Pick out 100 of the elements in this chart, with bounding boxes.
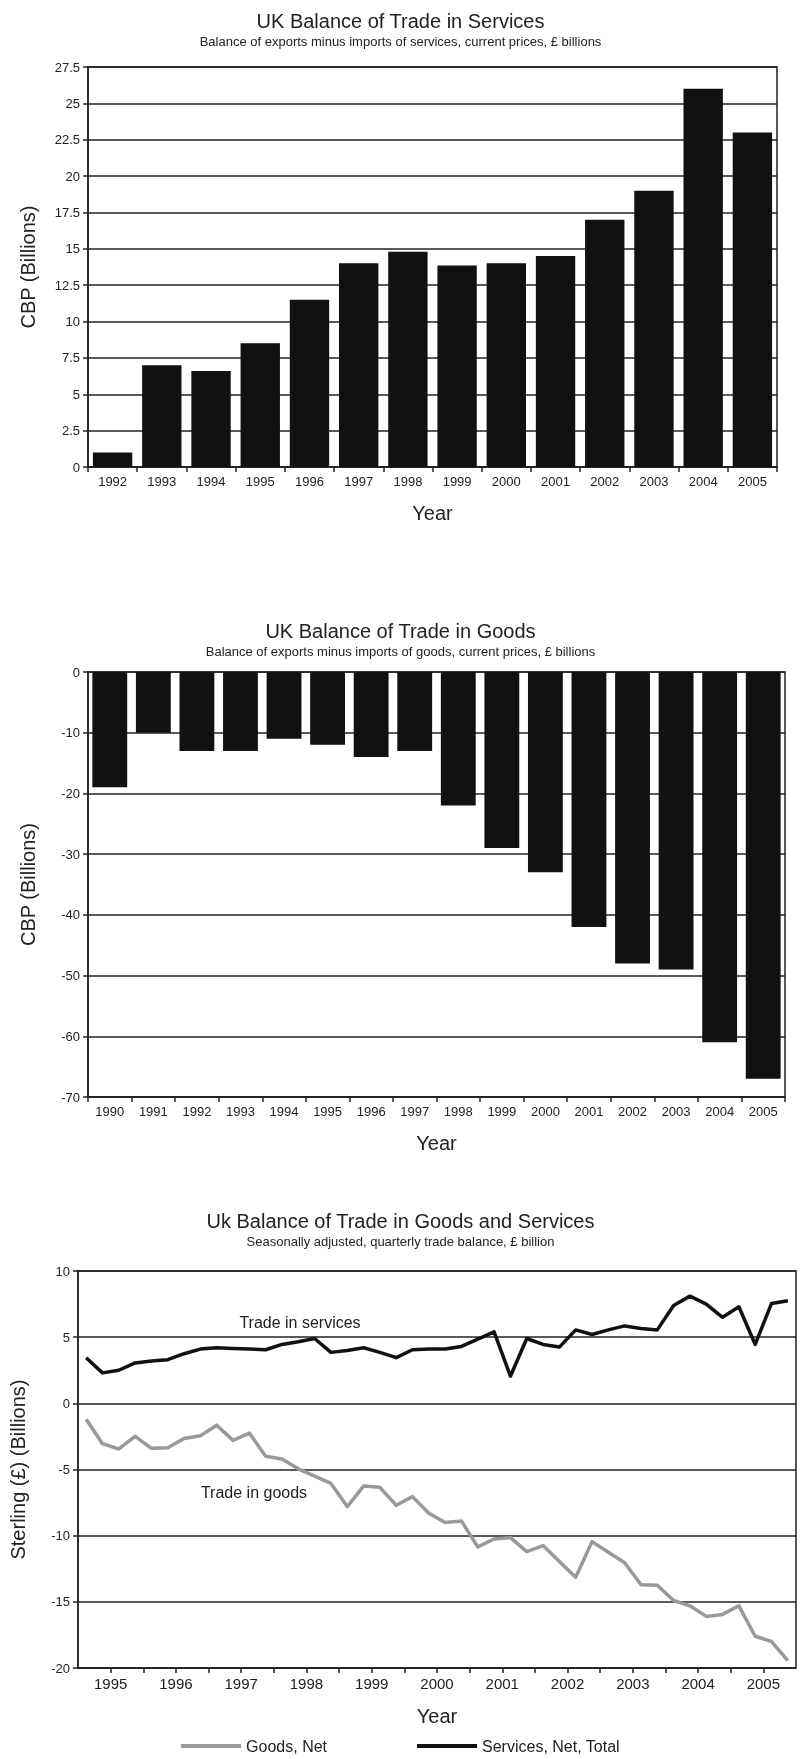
y-tick-label: 10 bbox=[55, 1263, 70, 1279]
x-tick-label: 2003 bbox=[639, 474, 669, 489]
bar bbox=[338, 263, 379, 467]
bar bbox=[535, 256, 576, 467]
chart-subtitle: Seasonally adjusted, quarterly trade balance, £ billion bbox=[246, 1234, 555, 1249]
bar bbox=[92, 452, 133, 467]
chart-title: Uk Balance of Trade in Goods and Services bbox=[206, 1210, 595, 1232]
x-tick-label: 1995 bbox=[93, 1675, 128, 1692]
x-tick-label: 1995 bbox=[313, 1104, 343, 1119]
y-tick-label: 22.5 bbox=[54, 132, 80, 148]
x-axis-title: Year bbox=[412, 502, 454, 524]
x-tick-label: 2000 bbox=[420, 1675, 454, 1692]
x-tick-label: 1992 bbox=[182, 1104, 212, 1119]
bar bbox=[240, 343, 280, 467]
chart-title: UK Balance of Trade in Goods bbox=[265, 620, 536, 642]
x-tick-label: 1999 bbox=[442, 474, 472, 489]
x-tick-label: 1997 bbox=[400, 1104, 430, 1119]
x-tick-label: 1992 bbox=[98, 474, 128, 489]
x-tick-label: 2001 bbox=[485, 1675, 519, 1692]
legend-label: Services, Net, Total bbox=[482, 1737, 620, 1755]
x-tick-label: 1998 bbox=[393, 474, 423, 489]
y-tick-label: 2.5 bbox=[61, 423, 80, 439]
x-tick-label: 2004 bbox=[681, 1675, 715, 1692]
x-axis-title: Year bbox=[416, 1132, 458, 1154]
x-tick-label: 1997 bbox=[224, 1675, 258, 1692]
bar bbox=[486, 263, 527, 467]
y-axis-title: CBP (Billions) bbox=[17, 205, 39, 329]
bar bbox=[142, 365, 182, 467]
bar bbox=[388, 251, 428, 467]
x-tick-label: 2002 bbox=[550, 1675, 585, 1692]
y-tick-label: -5 bbox=[58, 1462, 70, 1477]
chart-subtitle: Balance of exports minus imports of goods, current prices, £ billions bbox=[205, 644, 596, 659]
legend-label: Goods, Net bbox=[246, 1737, 328, 1755]
x-tick-label: 1994 bbox=[196, 474, 226, 489]
y-axis-title: Sterling (£) (Billions) bbox=[7, 1379, 29, 1560]
y-tick-label: 17.5 bbox=[54, 204, 80, 220]
y-tick-label: 25 bbox=[65, 95, 80, 111]
x-tick-label: 2004 bbox=[705, 1104, 735, 1119]
y-tick-label: 20 bbox=[65, 168, 80, 184]
bar bbox=[191, 371, 231, 467]
x-tick-label: 2001 bbox=[541, 474, 570, 489]
x-tick-label: 1991 bbox=[138, 1104, 168, 1119]
y-tick-label: -50 bbox=[61, 968, 80, 984]
x-tick-label: 2004 bbox=[688, 474, 718, 489]
y-tick-label: 0 bbox=[72, 459, 80, 475]
x-tick-label: 2005 bbox=[748, 1104, 778, 1119]
chart-subtitle: Balance of exports minus imports of services, current prices, £ billions bbox=[199, 34, 602, 49]
x-tick-label: 2005 bbox=[737, 474, 767, 489]
y-tick-label: -20 bbox=[51, 1660, 70, 1676]
x-tick-label: 1999 bbox=[355, 1675, 389, 1692]
x-tick-label: 1995 bbox=[245, 474, 275, 489]
x-tick-label: 2002 bbox=[590, 474, 620, 489]
y-tick-label: 27.5 bbox=[54, 59, 80, 75]
x-tick-label: 1998 bbox=[443, 1104, 473, 1119]
x-tick-label: 1998 bbox=[289, 1675, 324, 1692]
bar bbox=[437, 265, 477, 467]
annotation: Trade in services bbox=[239, 1313, 361, 1331]
bar bbox=[289, 299, 330, 467]
line-series bbox=[84, 1294, 790, 1378]
y-axis-title: CBP (Billions) bbox=[17, 823, 39, 946]
line-series bbox=[84, 1417, 790, 1663]
x-tick-label: 1996 bbox=[356, 1104, 386, 1119]
x-tick-label: 2003 bbox=[616, 1675, 650, 1692]
x-tick-label: 2003 bbox=[661, 1104, 691, 1119]
x-tick-label: 1990 bbox=[95, 1104, 125, 1119]
y-tick-label: 0 bbox=[72, 664, 80, 680]
y-tick-label: 5 bbox=[72, 386, 80, 402]
x-tick-label: 1996 bbox=[159, 1675, 193, 1692]
x-tick-label: 2002 bbox=[618, 1104, 647, 1119]
x-tick-label: 1993 bbox=[147, 474, 177, 489]
y-tick-label: 15 bbox=[65, 241, 80, 257]
y-tick-label: -60 bbox=[61, 1028, 80, 1044]
x-axis-title: Year bbox=[416, 1705, 458, 1727]
x-tick-label: 2000 bbox=[491, 474, 521, 489]
bar bbox=[683, 88, 723, 467]
annotation: Trade in goods bbox=[200, 1483, 308, 1501]
x-tick-label: 1996 bbox=[295, 474, 324, 489]
x-tick-label: 1993 bbox=[226, 1104, 255, 1119]
y-tick-label: -10 bbox=[61, 725, 80, 741]
x-tick-label: 2001 bbox=[574, 1104, 604, 1119]
y-tick-label: 7.5 bbox=[61, 350, 80, 366]
x-tick-label: 1999 bbox=[487, 1104, 517, 1119]
bar bbox=[585, 219, 625, 467]
x-tick-label: 2005 bbox=[746, 1675, 781, 1692]
bar bbox=[634, 190, 674, 467]
y-tick-label: -20 bbox=[61, 785, 80, 801]
y-tick-label: -70 bbox=[61, 1089, 80, 1105]
x-tick-label: 1997 bbox=[344, 474, 374, 489]
y-tick-label: 5 bbox=[62, 1329, 70, 1345]
y-tick-label: -30 bbox=[61, 846, 80, 862]
y-tick-label: 10 bbox=[65, 314, 80, 330]
y-tick-label: 12.5 bbox=[54, 277, 80, 293]
y-tick-label: -15 bbox=[51, 1594, 70, 1610]
y-tick-label: -40 bbox=[61, 907, 80, 923]
x-tick-label: 2000 bbox=[530, 1104, 560, 1119]
bar bbox=[732, 132, 773, 467]
y-tick-label: 0 bbox=[62, 1395, 70, 1411]
x-tick-label: 1994 bbox=[269, 1104, 299, 1119]
y-tick-label: -10 bbox=[51, 1528, 70, 1544]
chart-title: UK Balance of Trade in Services bbox=[256, 10, 545, 32]
